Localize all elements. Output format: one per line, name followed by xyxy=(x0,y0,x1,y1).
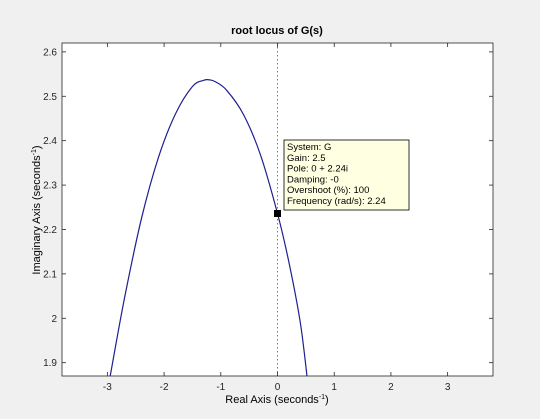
x-axis-label: Real Axis (seconds-1) xyxy=(225,394,328,406)
y-tick-label: 2.4 xyxy=(43,136,57,147)
x-tick-label: 3 xyxy=(445,382,451,393)
y-tick-label: 1.9 xyxy=(43,358,57,369)
datatip-line: System: G xyxy=(287,142,331,153)
axes-area[interactable] xyxy=(62,43,493,376)
y-tick-label: 2.3 xyxy=(43,181,57,192)
datatip-line: Pole: 0 + 2.24i xyxy=(287,164,348,175)
y-tick-label: 2.6 xyxy=(43,47,57,58)
datatip-box[interactable] xyxy=(283,139,410,211)
root-locus-branch-0[interactable] xyxy=(109,78,308,376)
x-tick-label: 0 xyxy=(275,382,281,393)
y-tick-label: 2.5 xyxy=(43,92,57,103)
datatip-line: Frequency (rad/s): 2.24 xyxy=(287,196,386,207)
x-tick-label: -3 xyxy=(103,382,112,393)
datatip-line: Overshoot (%): 100 xyxy=(287,185,369,196)
x-tick-label: -1 xyxy=(216,382,225,393)
y-tick-label: 2.1 xyxy=(43,269,57,280)
x-tick-label: -2 xyxy=(160,382,169,393)
y-axis-label: Imaginary Axis (seconds-1) xyxy=(31,145,43,274)
chart-title: root locus of G(s) xyxy=(231,25,323,37)
y-tick-label: 2 xyxy=(51,314,57,325)
datatip-marker[interactable] xyxy=(274,209,281,217)
x-tick-label: 1 xyxy=(331,382,337,393)
datatip-line: Gain: 2.5 xyxy=(287,153,326,164)
x-tick-label: 2 xyxy=(388,382,394,393)
datatip-line: Damping: -0 xyxy=(287,174,339,185)
y-tick-label: 2.2 xyxy=(43,225,57,236)
axes-frame xyxy=(61,42,494,377)
